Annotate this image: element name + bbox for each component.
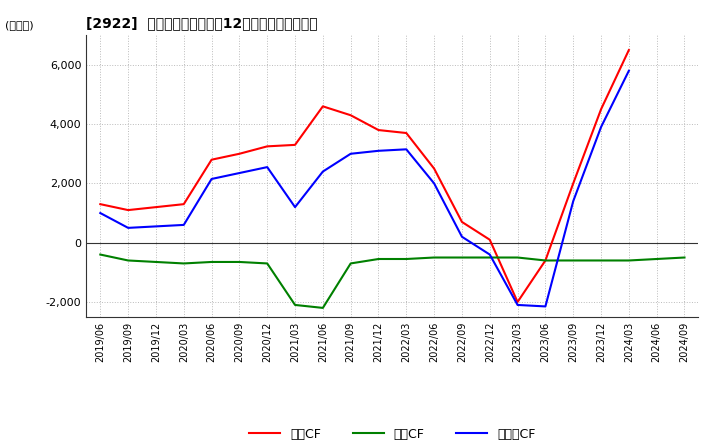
- 投資CF: [291, 302, 300, 308]
- 投資CF: [179, 261, 188, 266]
- フリーCF: [402, 147, 410, 152]
- 投資CF: [263, 261, 271, 266]
- フリーCF: [235, 170, 243, 176]
- 投資CF: [569, 258, 577, 263]
- 投資CF: [346, 261, 355, 266]
- フリーCF: [179, 222, 188, 227]
- フリーCF: [152, 224, 161, 229]
- 投資CF: [513, 255, 522, 260]
- 営業CF: [513, 299, 522, 304]
- フリーCF: [430, 181, 438, 186]
- 投資CF: [152, 259, 161, 264]
- Line: 営業CF: 営業CF: [100, 50, 629, 302]
- フリーCF: [485, 252, 494, 257]
- Line: フリーCF: フリーCF: [100, 71, 629, 306]
- 営業CF: [597, 106, 606, 112]
- 投資CF: [541, 258, 550, 263]
- 投資CF: [235, 259, 243, 264]
- フリーCF: [569, 198, 577, 204]
- 投資CF: [458, 255, 467, 260]
- フリーCF: [291, 205, 300, 210]
- 投資CF: [597, 258, 606, 263]
- 投資CF: [624, 258, 633, 263]
- 営業CF: [235, 151, 243, 156]
- 営業CF: [458, 219, 467, 224]
- Line: 投資CF: 投資CF: [100, 255, 685, 308]
- 営業CF: [291, 142, 300, 147]
- 投資CF: [652, 257, 661, 262]
- Text: [2922]  キャッシュフローの12か月移動合計の推移: [2922] キャッシュフローの12か月移動合計の推移: [86, 16, 318, 30]
- 投資CF: [96, 252, 104, 257]
- 営業CF: [624, 48, 633, 53]
- 投資CF: [430, 255, 438, 260]
- 営業CF: [124, 207, 132, 213]
- Y-axis label: (百万円): (百万円): [5, 19, 33, 29]
- フリーCF: [346, 151, 355, 156]
- フリーCF: [624, 68, 633, 73]
- 営業CF: [402, 130, 410, 136]
- フリーCF: [263, 165, 271, 170]
- 投資CF: [374, 257, 383, 262]
- Legend: 営業CF, 投資CF, フリーCF: 営業CF, 投資CF, フリーCF: [244, 423, 541, 440]
- 営業CF: [318, 104, 327, 109]
- 営業CF: [485, 237, 494, 242]
- 投資CF: [485, 255, 494, 260]
- 投資CF: [318, 305, 327, 311]
- フリーCF: [96, 210, 104, 216]
- フリーCF: [541, 304, 550, 309]
- フリーCF: [458, 234, 467, 239]
- 営業CF: [569, 181, 577, 186]
- 営業CF: [374, 128, 383, 133]
- フリーCF: [597, 125, 606, 130]
- 投資CF: [124, 258, 132, 263]
- 営業CF: [263, 144, 271, 149]
- 営業CF: [430, 166, 438, 171]
- 投資CF: [402, 257, 410, 262]
- 営業CF: [346, 113, 355, 118]
- フリーCF: [513, 302, 522, 308]
- フリーCF: [374, 148, 383, 154]
- 営業CF: [152, 205, 161, 210]
- 営業CF: [207, 157, 216, 162]
- フリーCF: [124, 225, 132, 231]
- 投資CF: [680, 255, 689, 260]
- フリーCF: [207, 176, 216, 182]
- 営業CF: [179, 202, 188, 207]
- 投資CF: [207, 259, 216, 264]
- 営業CF: [541, 258, 550, 263]
- 営業CF: [96, 202, 104, 207]
- フリーCF: [318, 169, 327, 174]
